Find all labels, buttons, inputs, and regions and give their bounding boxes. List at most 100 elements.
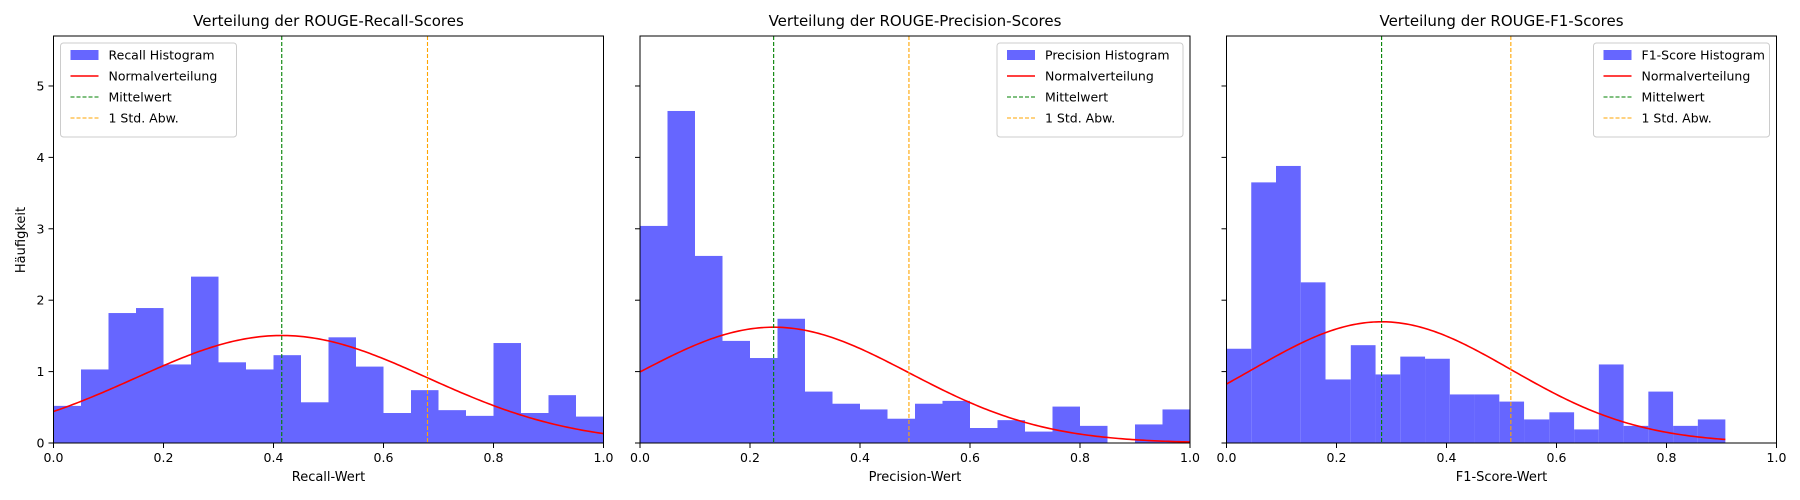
x-tick-label: 1.0	[1180, 450, 1200, 465]
x-tick-label: 0.0	[630, 450, 650, 465]
histogram-bar	[640, 225, 668, 443]
histogram-bar	[1251, 182, 1276, 443]
histogram-bar	[1080, 425, 1108, 443]
chart-title: Verteilung der ROUGE-Precision-Scores	[769, 12, 1062, 30]
axes-frame	[53, 35, 604, 444]
chart-panel-1: 0.0 0.2 0.4 0.6 0.8 1.0 0 1 2 3 4 5 Verteilung der R…	[37, 12, 614, 485]
histogram-bar	[1226, 348, 1252, 443]
x-tick-label: 0.8	[484, 450, 504, 465]
histogram-bar	[1449, 394, 1475, 443]
histogram-bar	[1574, 429, 1599, 443]
x-tick-label: 0.4	[850, 450, 870, 465]
plot-area	[53, 36, 604, 443]
histogram-bar	[997, 420, 1025, 443]
histogram-bar	[218, 362, 246, 443]
x-tick-label: 0.4	[264, 450, 284, 465]
chart-title: Verteilung der ROUGE-Recall-Scores	[193, 12, 464, 30]
histogram-bar	[1375, 374, 1401, 443]
histogram-bar	[1474, 394, 1500, 443]
histogram-bar	[81, 369, 109, 443]
legend-swatch-histogram	[1603, 50, 1632, 60]
histogram-bar	[915, 403, 943, 443]
histogram-bar	[493, 343, 521, 443]
chart-panel-2: 0.0 0.2 0.4 0.6 0.8 1.0 Verteilung der ROUGE-P…	[630, 12, 1200, 485]
histogram-bar	[667, 110, 695, 443]
histogram-bar	[438, 410, 466, 443]
histogram-bar	[411, 390, 439, 443]
x-tick-label: 1.0	[594, 450, 614, 465]
histogram-bar	[1425, 358, 1450, 443]
histogram-bar	[356, 366, 384, 443]
x-tick-label: 0.6	[374, 450, 394, 465]
legend-label: Normalverteilung	[1045, 69, 1154, 84]
x-tick-label: 0.2	[1327, 450, 1347, 465]
histogram-bar	[1524, 419, 1550, 443]
shared-y-axis-label: Häufigkeit	[14, 207, 29, 273]
histogram-bar	[1549, 412, 1575, 443]
histogram-bar	[246, 369, 274, 443]
normal-distribution-curve	[640, 326, 1190, 443]
histogram-bar	[163, 364, 191, 443]
chart-title: Verteilung der ROUGE-F1-Scores	[1379, 12, 1623, 30]
histogram-bar	[191, 276, 219, 443]
histogram-bar	[750, 358, 778, 443]
plot-area	[1226, 36, 1726, 443]
axes-frame	[639, 35, 1191, 444]
plot-area	[640, 36, 1190, 443]
legend-label: Normalverteilung	[1642, 69, 1751, 84]
legend-box	[996, 42, 1184, 138]
x-axis-label: Recall-Wert	[292, 470, 365, 485]
legend: Precision Histogram Normalverteilung Mitte…	[996, 42, 1184, 138]
histogram-bar	[695, 255, 723, 443]
histogram-bar	[1623, 425, 1649, 443]
x-axis-label: F1-Score-Wert	[1456, 470, 1548, 485]
histogram-bar	[1025, 431, 1053, 443]
legend: Recall Histogram Normalverteilung Mittelwe…	[60, 42, 237, 138]
legend-label: 1 Std. Abw.	[1642, 111, 1712, 126]
legend-label: Mittelwert	[1642, 90, 1705, 105]
histogram-bar	[860, 409, 888, 443]
y-tick-label: 1	[37, 364, 45, 379]
legend: F1-Score Histogram Normalverteilung Mittel…	[1593, 42, 1770, 138]
histogram-bar	[970, 428, 998, 443]
histogram-bar	[1052, 406, 1080, 443]
x-tick-label: 0.0	[44, 450, 64, 465]
histogram-bar	[1135, 424, 1163, 443]
histogram-bar	[1400, 356, 1426, 443]
x-tick-label: 0.8	[1070, 450, 1090, 465]
histogram-bar	[383, 413, 411, 443]
histogram-bar	[108, 313, 136, 443]
histogram-bar	[1300, 282, 1326, 443]
x-tick-label: 0.6	[960, 450, 980, 465]
y-tick-label: 0	[37, 436, 45, 451]
histogram-bar	[722, 340, 750, 443]
x-tick-label: 1.0	[1767, 450, 1787, 465]
y-tick-label: 5	[37, 78, 45, 93]
histogram-bar	[942, 400, 970, 443]
histogram-bar	[273, 355, 301, 443]
x-tick-label: 0.8	[1657, 450, 1677, 465]
histogram-bar	[805, 391, 833, 443]
x-tick-label: 0.6	[1547, 450, 1567, 465]
histogram-bar	[887, 418, 915, 443]
x-tick-label: 0.4	[1437, 450, 1457, 465]
histogram-bar	[1162, 409, 1190, 443]
normal-distribution-curve	[53, 334, 604, 435]
legend-label: Recall Histogram	[109, 48, 215, 63]
histogram-bar	[1673, 425, 1698, 443]
histogram-bar	[1276, 165, 1301, 443]
x-tick-label: 0.2	[154, 450, 174, 465]
histogram-bar	[328, 337, 356, 443]
histogram-bar	[832, 403, 860, 443]
histogram-bar	[1648, 391, 1674, 443]
histogram-bar	[548, 395, 576, 443]
legend-swatch-histogram	[70, 50, 99, 60]
y-tick-label: 2	[37, 293, 45, 308]
legend-box	[1593, 42, 1770, 138]
y-tick-label: 4	[37, 150, 45, 165]
histogram-bar	[301, 402, 329, 443]
histogram-bar	[521, 413, 549, 443]
legend-swatch-histogram	[1007, 50, 1035, 60]
normal-distribution-curve	[1226, 320, 1726, 441]
